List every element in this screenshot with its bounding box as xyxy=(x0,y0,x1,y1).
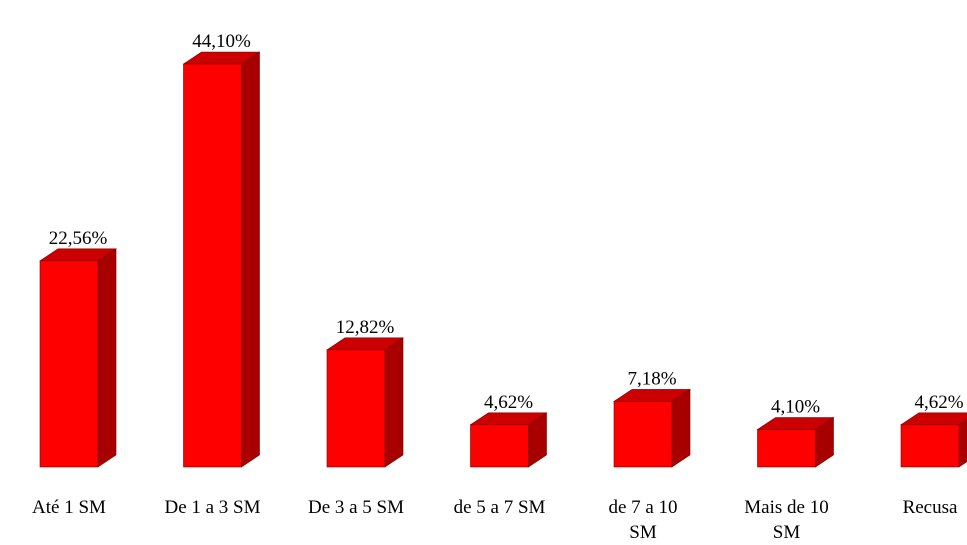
bar-side-face xyxy=(97,248,117,468)
category-label: Mais de 10 SM xyxy=(744,497,828,543)
category-label-line: De 1 a 3 SM xyxy=(164,497,260,518)
category-label: Recusa xyxy=(903,497,958,518)
category-label: de 7 a 10 SM xyxy=(608,497,677,543)
bar-front-face xyxy=(183,63,242,468)
category-label-line: Mais de 10 xyxy=(744,497,828,518)
category-label-line: De 3 a 5 SM xyxy=(308,497,404,518)
bar-6 xyxy=(756,416,835,468)
bar-7 xyxy=(900,412,967,468)
bar-front-face xyxy=(326,349,386,468)
bar-front-face xyxy=(900,424,960,468)
category-label: de 5 a 7 SM xyxy=(454,497,546,518)
category-label-line: SM xyxy=(629,522,657,543)
bar-top-face xyxy=(900,412,967,426)
data-label: 44,10% xyxy=(192,31,251,52)
data-label: 4,62% xyxy=(914,392,963,413)
bar-2 xyxy=(182,51,261,468)
bar-front-face xyxy=(39,260,99,468)
data-label: 22,56% xyxy=(49,228,108,249)
bar-front-face xyxy=(757,429,816,468)
category-label-line: Recusa xyxy=(903,497,958,518)
bar-4 xyxy=(469,412,548,468)
bar-front-face xyxy=(470,424,529,468)
bar-front-face xyxy=(613,401,673,468)
bar-3 xyxy=(326,337,404,468)
data-label: 4,62% xyxy=(484,392,533,413)
bar-side-face xyxy=(671,388,691,468)
category-label-line: de 7 a 10 xyxy=(608,497,677,518)
bar-5 xyxy=(613,388,691,468)
category-label: De 1 a 3 SM xyxy=(164,497,260,518)
data-label: 12,82% xyxy=(336,317,395,338)
category-label-line: Até 1 SM xyxy=(32,497,106,518)
bar-side-face xyxy=(241,51,260,468)
category-label: De 3 a 5 SM xyxy=(308,497,404,518)
data-label: 4,10% xyxy=(771,397,820,418)
category-label-line: de 5 a 7 SM xyxy=(454,497,546,518)
bar-side-face xyxy=(384,337,404,468)
category-label: Até 1 SM xyxy=(32,497,106,518)
category-label-line: SM xyxy=(773,522,801,543)
bar-1 xyxy=(39,248,117,468)
data-label: 7,18% xyxy=(627,368,676,389)
